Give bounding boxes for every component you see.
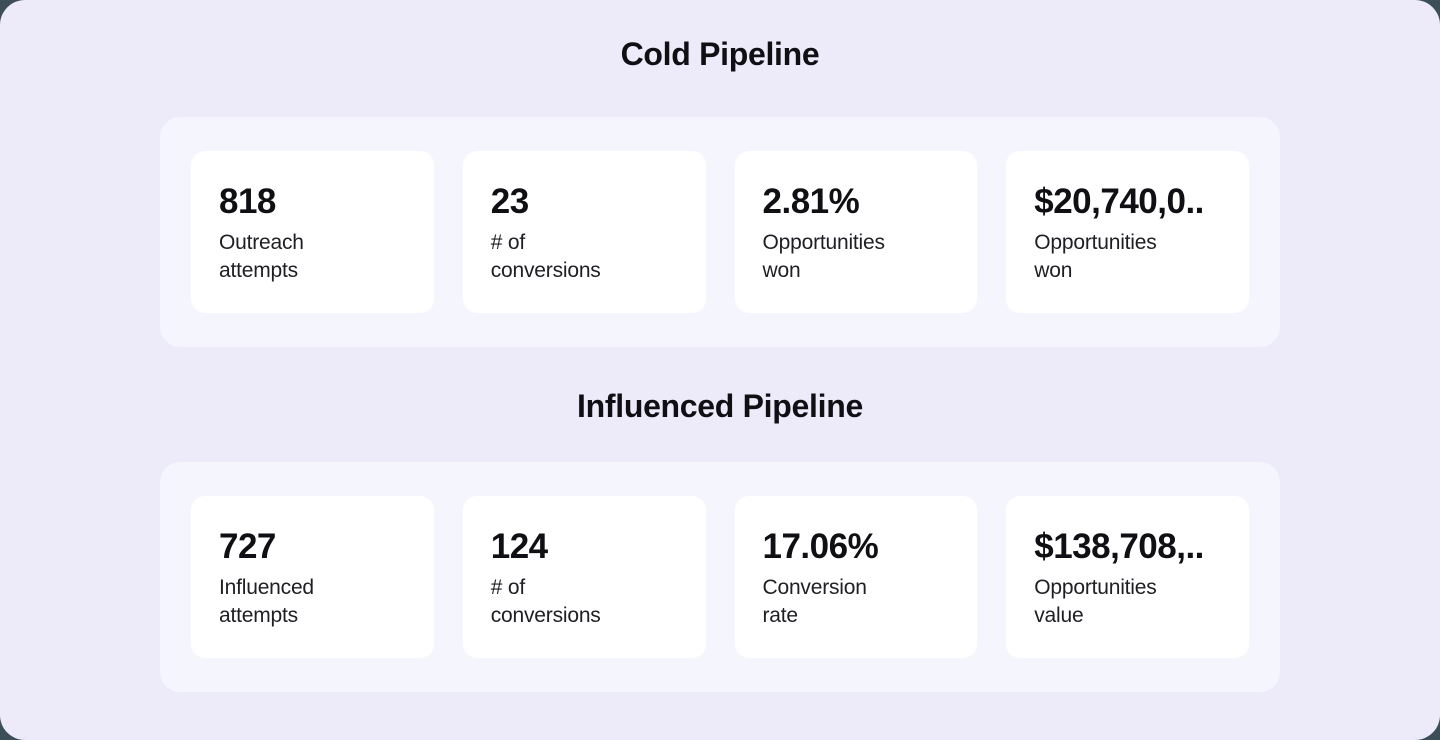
metric-card-outreach-attempts: 818 Outreach attempts: [191, 151, 434, 313]
cold-pipeline-panel: 818 Outreach attempts 23 # of conversion…: [160, 117, 1280, 347]
metric-value: 818: [219, 182, 276, 221]
metric-label: # of conversions: [490, 576, 601, 627]
influenced-pipeline-panel: 727 Influenced attempts 124 # of convers…: [160, 462, 1280, 692]
metric-label: # of conversions: [490, 231, 601, 282]
metric-value: 2.81%: [762, 182, 860, 221]
metric-label: Opportunities won: [762, 231, 886, 282]
metric-label: Influenced attempts: [219, 576, 314, 627]
metric-card-influenced-attempts: 727 Influenced attempts: [191, 496, 434, 658]
metric-value: 727: [219, 527, 276, 566]
metric-card-opportunities-won-pct: 2.81% Opportunities won: [734, 151, 978, 313]
metric-card-opportunities-won-value: $20,740,0.. Opportunities won: [1006, 151, 1249, 313]
metric-value: $20,740,0..: [1034, 182, 1204, 221]
metric-label: Opportunities won: [1034, 231, 1157, 282]
metric-label: Conversion rate: [762, 576, 867, 627]
section-title-cold-pipeline: Cold Pipeline: [620, 36, 820, 72]
metric-card-opportunities-value: $138,708,.. Opportunities value: [1006, 496, 1249, 658]
metric-card-conversion-rate: 17.06% Conversion rate: [734, 496, 978, 658]
metric-label: Opportunities value: [1034, 576, 1157, 627]
metric-card-num-conversions: 124 # of conversions: [462, 496, 706, 658]
metric-value: 124: [490, 527, 548, 566]
section-title-influenced-pipeline: Influenced Pipeline: [577, 388, 863, 424]
metric-value: 17.06%: [762, 527, 879, 566]
metric-label: Outreach attempts: [219, 231, 304, 282]
metric-card-num-conversions: 23 # of conversions: [462, 151, 706, 313]
metric-value: 23: [490, 182, 529, 221]
metric-value: $138,708,..: [1034, 527, 1204, 566]
